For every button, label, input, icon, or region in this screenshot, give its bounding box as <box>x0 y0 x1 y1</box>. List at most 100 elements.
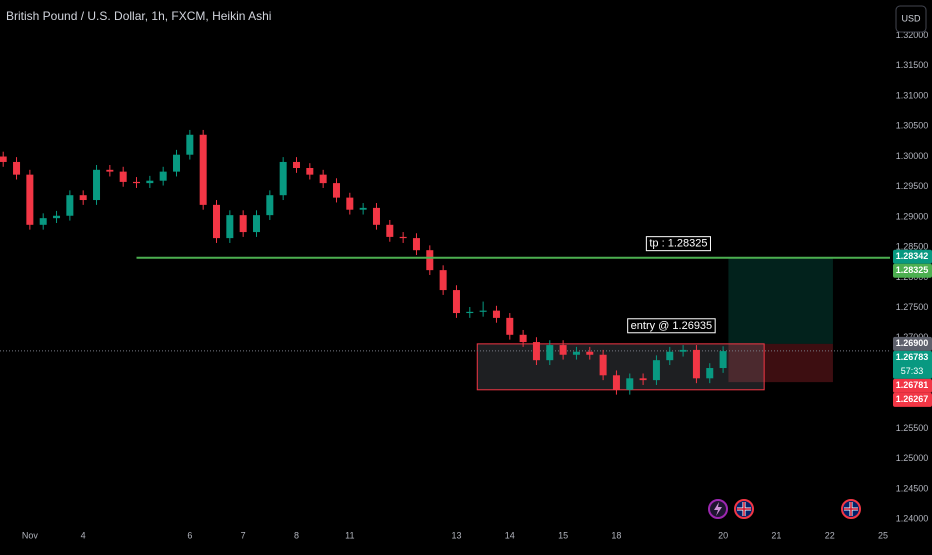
candle-body <box>199 134 207 205</box>
currency-button-label[interactable]: USD <box>901 13 921 23</box>
candle-body <box>559 345 567 355</box>
price-label: 1.26783 <box>896 352 929 362</box>
candle-body <box>279 161 287 196</box>
candle-body <box>506 317 514 335</box>
entry-label-box <box>627 318 716 334</box>
y-tick-label: 1.30000 <box>896 151 929 161</box>
candle-body <box>346 197 354 210</box>
x-tick-label: 14 <box>505 530 515 540</box>
position-stop-zone <box>728 343 833 383</box>
y-tick-label: 1.32000 <box>896 30 929 40</box>
candle-body <box>93 169 101 201</box>
candle-body <box>386 224 394 237</box>
candle-body <box>599 354 607 376</box>
entry-label: entry @ 1.26935 <box>631 320 713 332</box>
candle-body <box>306 168 314 175</box>
y-tick-label: 1.27500 <box>896 302 929 312</box>
candle-body <box>426 250 434 271</box>
candle-body <box>666 351 674 361</box>
y-tick-label: 1.29000 <box>896 211 929 221</box>
x-tick-label: 18 <box>611 530 621 540</box>
candle-body <box>572 351 580 355</box>
candle-body <box>319 174 327 184</box>
tp-label-box <box>645 236 711 252</box>
price-label-box <box>893 392 932 407</box>
y-tick-label: 1.31000 <box>896 90 929 100</box>
candle-body <box>639 378 647 381</box>
x-tick-label: 22 <box>825 530 835 540</box>
y-tick-label: 1.24500 <box>896 483 929 493</box>
candle-body <box>452 290 460 314</box>
candle-body <box>39 218 47 225</box>
countdown: 57:33 <box>901 366 924 376</box>
candle-body <box>79 195 87 201</box>
candle-body <box>13 161 21 175</box>
tp-label: tp : 1.28325 <box>649 238 707 250</box>
candle-body <box>292 161 300 169</box>
candle-body <box>159 171 167 181</box>
candle-body <box>0 156 7 162</box>
range-box <box>476 343 765 391</box>
candle-body <box>252 215 260 233</box>
candle-body <box>106 169 114 172</box>
price-label-box <box>893 249 932 264</box>
price-label: 1.26267 <box>896 394 929 404</box>
chart-title: British Pound / U.S. Dollar, 1h, FXCM, H… <box>6 9 271 23</box>
price-label-box <box>893 263 932 278</box>
y-tick-label: 1.25500 <box>896 423 929 433</box>
candle-body <box>239 215 247 233</box>
candle-body <box>26 174 34 225</box>
x-tick-label: 13 <box>451 530 461 540</box>
candle-body <box>399 236 407 239</box>
price-label-box <box>893 350 932 379</box>
x-tick-label: 4 <box>81 530 86 540</box>
price-label: 1.26900 <box>896 338 929 348</box>
y-tick-label: 1.24000 <box>896 513 929 523</box>
x-tick-label: 7 <box>241 530 246 540</box>
candle-body <box>439 270 447 291</box>
price-label: 1.28325 <box>896 265 929 275</box>
candle-body <box>133 181 141 184</box>
candle-body <box>226 215 234 239</box>
x-tick-label: Nov <box>22 530 39 540</box>
candle-body <box>479 310 487 312</box>
x-tick-label: 25 <box>878 530 888 540</box>
candle-body <box>332 183 340 198</box>
candle-body <box>719 351 727 369</box>
y-tick-label: 1.28500 <box>896 242 929 252</box>
candle-body <box>492 310 500 318</box>
candle-body <box>372 207 380 225</box>
candle-body <box>412 238 420 251</box>
price-label: 1.26781 <box>896 380 929 390</box>
x-tick-label: 8 <box>294 530 299 540</box>
y-tick-label: 1.29500 <box>896 181 929 191</box>
candle-body <box>652 360 660 381</box>
candle-body <box>119 171 127 182</box>
y-tick-label: 1.31500 <box>896 60 929 70</box>
candle-body <box>626 378 634 390</box>
candle-body <box>532 342 540 361</box>
candle-body <box>173 154 181 172</box>
y-tick-label: 1.30500 <box>896 121 929 131</box>
candle-body <box>186 134 194 155</box>
price-label: 1.28342 <box>896 251 929 261</box>
price-label-box <box>893 336 932 351</box>
x-tick-label: 21 <box>771 530 781 540</box>
x-tick-label: 15 <box>558 530 568 540</box>
candle-body <box>546 345 554 361</box>
currency-button[interactable] <box>895 5 927 33</box>
candle-body <box>266 195 274 216</box>
candle-body <box>466 311 474 314</box>
candle-body <box>213 204 221 239</box>
candle-body <box>679 349 687 352</box>
x-tick-label: 11 <box>345 530 354 540</box>
candle-body <box>53 215 61 219</box>
candle-body <box>359 207 367 210</box>
candle-body <box>519 334 527 343</box>
candle-body <box>586 351 594 355</box>
candle-body <box>146 180 154 184</box>
price-label-box <box>893 378 932 393</box>
position-target-zone <box>728 257 833 344</box>
